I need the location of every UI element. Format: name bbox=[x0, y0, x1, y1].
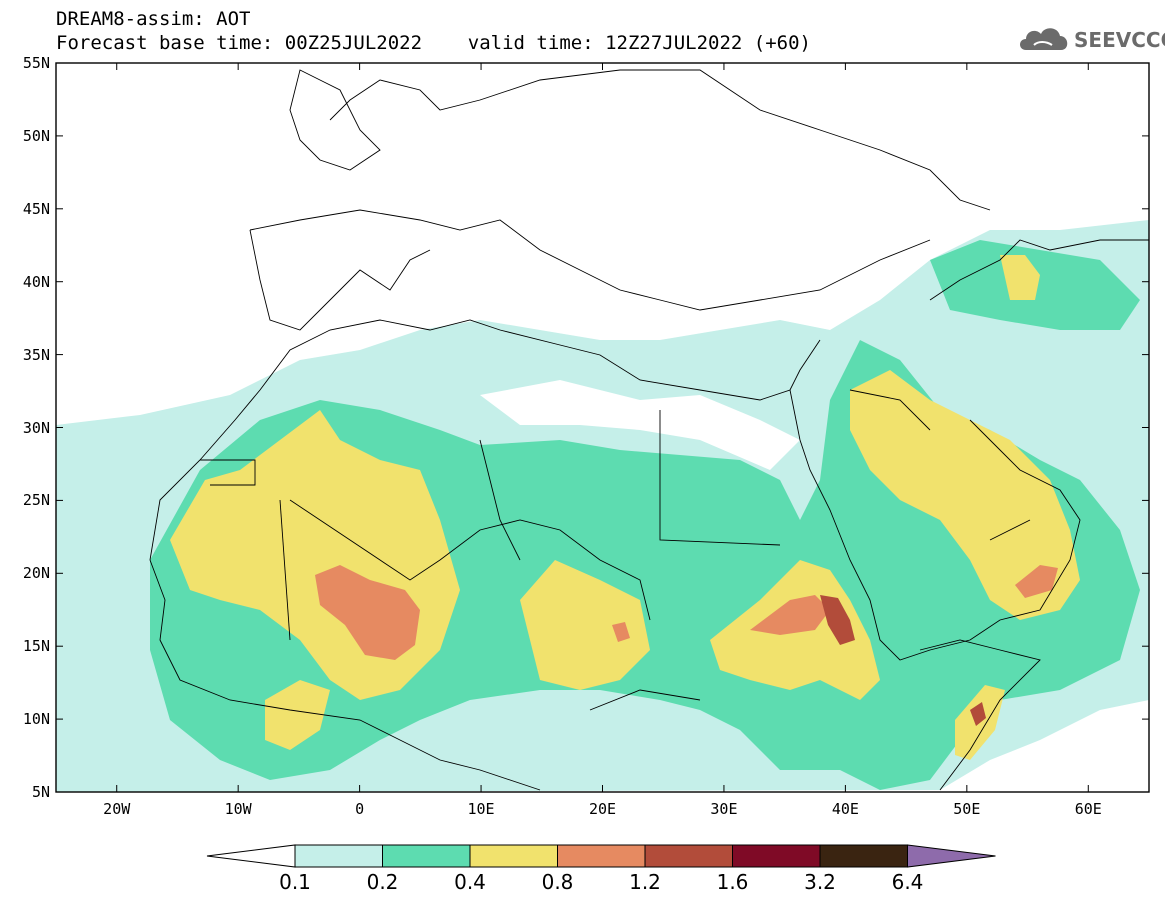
lat-tick-label: 20N bbox=[22, 564, 50, 583]
colorbar-label: 1.2 bbox=[629, 870, 661, 894]
colorbar-label: 0.2 bbox=[366, 870, 399, 894]
lat-tick-label: 10N bbox=[22, 710, 50, 729]
colorbar-label: 6.4 bbox=[891, 870, 924, 894]
colorbar-segment bbox=[382, 844, 471, 868]
lat-tick-label: 50N bbox=[22, 126, 50, 145]
lat-tick-label: 5N bbox=[31, 783, 50, 801]
colorbar-label: 3.2 bbox=[804, 870, 836, 894]
lon-tick-label: 10W bbox=[224, 800, 252, 818]
lat-tick-label: 40N bbox=[22, 272, 50, 291]
colorbar-label: 0.1 bbox=[279, 870, 311, 894]
colorbar-segment bbox=[557, 844, 646, 868]
lon-tick-label: 40E bbox=[831, 800, 859, 818]
lat-tick-label: 15N bbox=[22, 637, 50, 656]
lat-tick-label: 25N bbox=[22, 491, 50, 510]
lat-tick-label: 45N bbox=[22, 199, 50, 218]
lon-tick-label: 20W bbox=[103, 800, 131, 818]
colorbar-high-arrow bbox=[907, 844, 996, 868]
aot-field bbox=[56, 220, 1149, 792]
forecast-time-line: Forecast base time: 00Z25JUL2022 valid t… bbox=[56, 32, 811, 54]
colorbar-segment bbox=[469, 844, 558, 868]
lon-tick-label: 60E bbox=[1074, 800, 1102, 818]
colorbar-low-arrow bbox=[206, 844, 296, 868]
colorbar-label: 1.6 bbox=[716, 870, 749, 894]
lon-tick-label: 0 bbox=[355, 800, 365, 818]
logo-text: SEEVCCC bbox=[1074, 28, 1165, 52]
aot-level-0.8 bbox=[315, 565, 420, 660]
coastlines bbox=[149, 69, 1149, 791]
colorbar-segment bbox=[644, 844, 733, 868]
lon-tick-label: 50E bbox=[953, 800, 981, 818]
aot-level-1.2 bbox=[820, 595, 855, 645]
lat-tick-label: 35N bbox=[22, 345, 50, 364]
seevccc-logo: SEEVCCC bbox=[1016, 22, 1165, 56]
colorbar-segment bbox=[294, 844, 383, 868]
lon-tick-label: 20E bbox=[588, 800, 617, 818]
lat-tick-label: 55N bbox=[22, 54, 50, 72]
colorbar-segment bbox=[819, 844, 908, 868]
map-title: DREAM8-assim: AOT bbox=[56, 8, 251, 30]
lat-tick-label: 30N bbox=[22, 418, 50, 437]
colorbar-label: 0.8 bbox=[541, 870, 574, 894]
lon-tick-label: 10E bbox=[467, 800, 495, 818]
cloud-icon bbox=[1020, 28, 1068, 50]
lon-tick-label: 30E bbox=[710, 800, 738, 818]
colorbar-label: 0.4 bbox=[454, 870, 486, 894]
colorbar bbox=[206, 844, 996, 868]
colorbar-segment bbox=[732, 844, 821, 868]
